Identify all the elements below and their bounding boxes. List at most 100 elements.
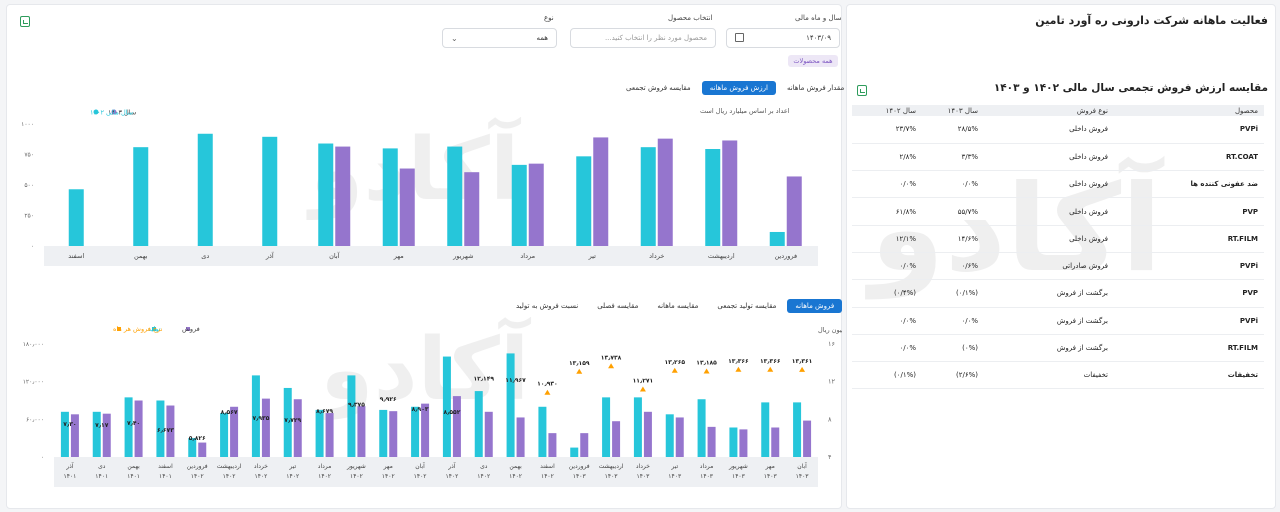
cell-product: RT.FILM [1114, 334, 1264, 363]
x-tick-month: مهر [765, 463, 775, 470]
rate-marker [799, 366, 806, 372]
x-tick-label: آذر [265, 251, 275, 260]
cell-1402: ۶۱/۸% [852, 197, 922, 226]
bar-sales [484, 411, 493, 457]
rate-label: ۷٫۹۳۵ [252, 415, 269, 422]
bar-sales [803, 420, 812, 457]
cell-1402: (۰/۱%) [852, 361, 922, 390]
bar-1402 [769, 231, 785, 246]
bar-production [793, 402, 802, 457]
tab-sales-production-ratio[interactable]: نسبت فروش به تولید [516, 302, 579, 310]
rate-label: ۱۳٫۷۳۸ [601, 354, 622, 361]
tab-cumulative-compare[interactable]: مقایسه فروش تجمعی [626, 84, 691, 92]
bar-sales [548, 433, 557, 457]
cell-sale-type: برگشت از فروش [984, 334, 1114, 363]
rate-marker [608, 363, 615, 369]
x-tick-month: آبان [415, 461, 425, 470]
period-label: سال و ماه مالی [795, 14, 842, 22]
x-tick-year: ۱۴۰۲ [191, 473, 204, 480]
tab-monthly-sales[interactable]: فروش ماهانه [787, 299, 843, 313]
rate-label: ۹٫۹۲۶ [380, 396, 397, 403]
x-tick-year: ۱۴۰۲ [477, 473, 490, 480]
rate-label: ۷٫۷۲۹ [284, 417, 301, 424]
x-tick-year: ۱۴۰۳ [573, 473, 587, 480]
cell-product: RT.FILM [1114, 225, 1264, 253]
excel-export-icon[interactable] [20, 16, 30, 27]
rate-label: ۱۱٫۲۷۱ [633, 378, 654, 385]
bottom-chart-tabs: فروش ماهانه مقایسه تولید تجمعی مقایسه ما… [508, 299, 843, 313]
bar-1403 [335, 146, 351, 246]
table-row: ضد عفونی کننده ها فروش داخلی ۰/۰% ۰/۰% [852, 170, 1264, 199]
type-select[interactable]: همه ⌄ [442, 28, 557, 48]
col-1402: سال ۱۴۰۲ [852, 105, 922, 116]
bar-production [633, 397, 642, 457]
bar-1403 [528, 163, 544, 246]
table-row: PVPi فروش داخلی ۲۸/۵% ۲۳/۷% [852, 116, 1264, 144]
bar-sales [421, 403, 430, 457]
rate-label: ۱۲٫۱۴۹ [473, 375, 494, 382]
cell-product: تخفیفات [1114, 361, 1264, 390]
legend-swatch-production [152, 327, 156, 331]
y-right-tick-label: ۴ [828, 453, 832, 461]
x-tick-year: ۱۴۰۳ [796, 473, 810, 480]
bar-production [602, 397, 611, 457]
x-tick-month: فروردین [187, 463, 208, 470]
x-tick-label: فروردین [774, 252, 797, 260]
all-products-chip[interactable]: همه محصولات [788, 55, 838, 67]
bar-1403 [593, 137, 609, 246]
period-field[interactable]: ۱۴۰۳/۰۹ [726, 28, 840, 48]
tab-monthly-quantity[interactable]: مقدار فروش ماهانه [786, 84, 845, 92]
tab-cumulative-production[interactable]: مقایسه تولید تجمعی [717, 302, 777, 310]
product-select[interactable]: محصول مورد نظر را انتخاب کنید... [570, 28, 716, 48]
bar-production [315, 409, 324, 457]
tab-monthly-compare[interactable]: مقایسه ماهانه [657, 302, 699, 310]
bar-sales [771, 427, 780, 457]
x-tick-month: دی [98, 463, 106, 470]
cell-1402: ۰/۰% [852, 170, 922, 199]
x-tick-month: اسفند [540, 463, 555, 470]
cell-product: ضد عفونی کننده ها [1114, 170, 1264, 199]
cell-1403: (۰%) [922, 334, 984, 363]
x-tick-month: تیر [288, 463, 296, 470]
table-row: RT.FILM برگشت از فروش (۰%) ۰/۰% [852, 334, 1264, 363]
cell-1402: ۰/۰% [852, 307, 922, 335]
x-tick-year: ۱۴۰۱ [159, 473, 172, 480]
x-tick-year: ۱۴۰۲ [223, 473, 236, 480]
legend-label-production: تولید [148, 325, 161, 333]
tab-seasonal-compare[interactable]: مقایسه فصلی [597, 302, 639, 310]
bar-1402 [705, 149, 721, 246]
x-tick-year: ۱۴۰۳ [732, 473, 746, 480]
bar-sales [357, 406, 366, 457]
comparison-table: محصول نوع فروش سال ۱۴۰۳ سال ۱۴۰۲ PVPi فرو… [852, 105, 1264, 390]
x-tick-label: دی [201, 252, 209, 260]
x-tick-label: مرداد [520, 252, 535, 260]
cell-1402: ۰/۰% [852, 334, 922, 363]
bar-sales [325, 413, 334, 457]
x-tick-month: آذر [447, 461, 456, 470]
calendar-icon [735, 33, 744, 42]
bar-production [251, 375, 260, 457]
table-row: تخفیفات تخفیفات (۲/۶%) (۰/۱%) [852, 361, 1264, 390]
x-tick-year: ۱۴۰۳ [700, 473, 714, 480]
table-row: RT.COAT فروش داخلی ۳/۳% ۲/۸% [852, 143, 1264, 172]
rate-label: ۷٫۱۷ [95, 422, 109, 429]
y-right-tick-label: ۱۶ [828, 340, 835, 348]
x-tick-month: تیر [670, 463, 678, 470]
cell-1403: (۰/۱%) [922, 279, 984, 308]
x-tick-month: مرداد [318, 463, 332, 470]
legend-swatch-sales [186, 327, 190, 331]
cell-1403: ۰/۰% [922, 170, 984, 199]
bar-sales [134, 400, 143, 457]
bar-1403 [722, 140, 738, 246]
legend-swatch-1403 [111, 109, 117, 115]
bar-production [188, 438, 197, 457]
rate-marker [671, 367, 678, 373]
excel-export-icon[interactable] [857, 85, 867, 96]
bar-production [92, 411, 101, 457]
rate-label: ۱۳٫۱۵۹ [569, 360, 590, 367]
rate-marker [544, 389, 551, 395]
tab-monthly-value[interactable]: ارزش فروش ماهانه [701, 81, 776, 95]
bar-sales [643, 411, 652, 457]
right-axis-unit: میلیون ریال [818, 326, 842, 334]
